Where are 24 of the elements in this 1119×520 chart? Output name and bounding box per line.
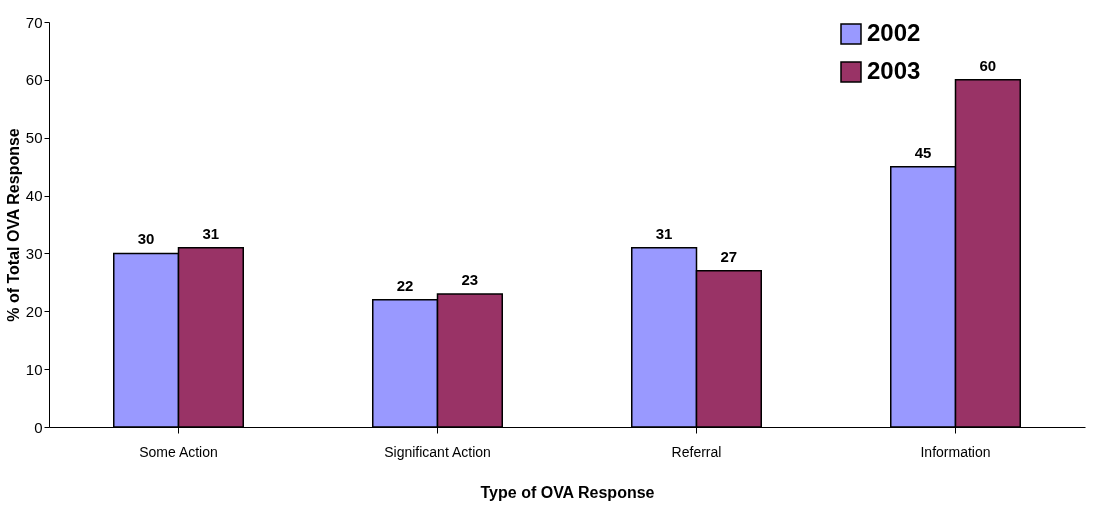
- data-label: 30: [137, 230, 155, 248]
- data-label: 23: [461, 270, 479, 288]
- x-axis-title: Type of OVA Response: [480, 483, 655, 501]
- y-tick-label: 10: [25, 360, 43, 378]
- x-tick-label: Referral: [671, 443, 722, 460]
- x-tick-label: Information: [920, 443, 991, 460]
- y-tick-label: 70: [25, 13, 43, 31]
- data-label: 22: [396, 276, 414, 294]
- y-tick-label: 0: [34, 418, 43, 436]
- y-tick-label: 20: [25, 302, 43, 320]
- y-tick-label: 60: [25, 71, 43, 89]
- data-label: 45: [914, 143, 932, 161]
- data-label: 31: [655, 224, 673, 242]
- legend-label: 2003: [867, 57, 921, 84]
- y-tick-label: 30: [25, 244, 43, 262]
- legend-label: 2002: [867, 19, 921, 46]
- x-tick-label: Significant Action: [384, 443, 491, 460]
- data-label: 27: [720, 247, 738, 265]
- y-tick-label: 50: [25, 129, 43, 147]
- y-tick-label: 40: [25, 187, 43, 205]
- data-label: 60: [979, 56, 997, 74]
- x-tick-label: Some Action: [139, 443, 218, 460]
- data-label: 31: [202, 224, 220, 242]
- y-axis-title: % of Total OVA Response: [4, 128, 22, 322]
